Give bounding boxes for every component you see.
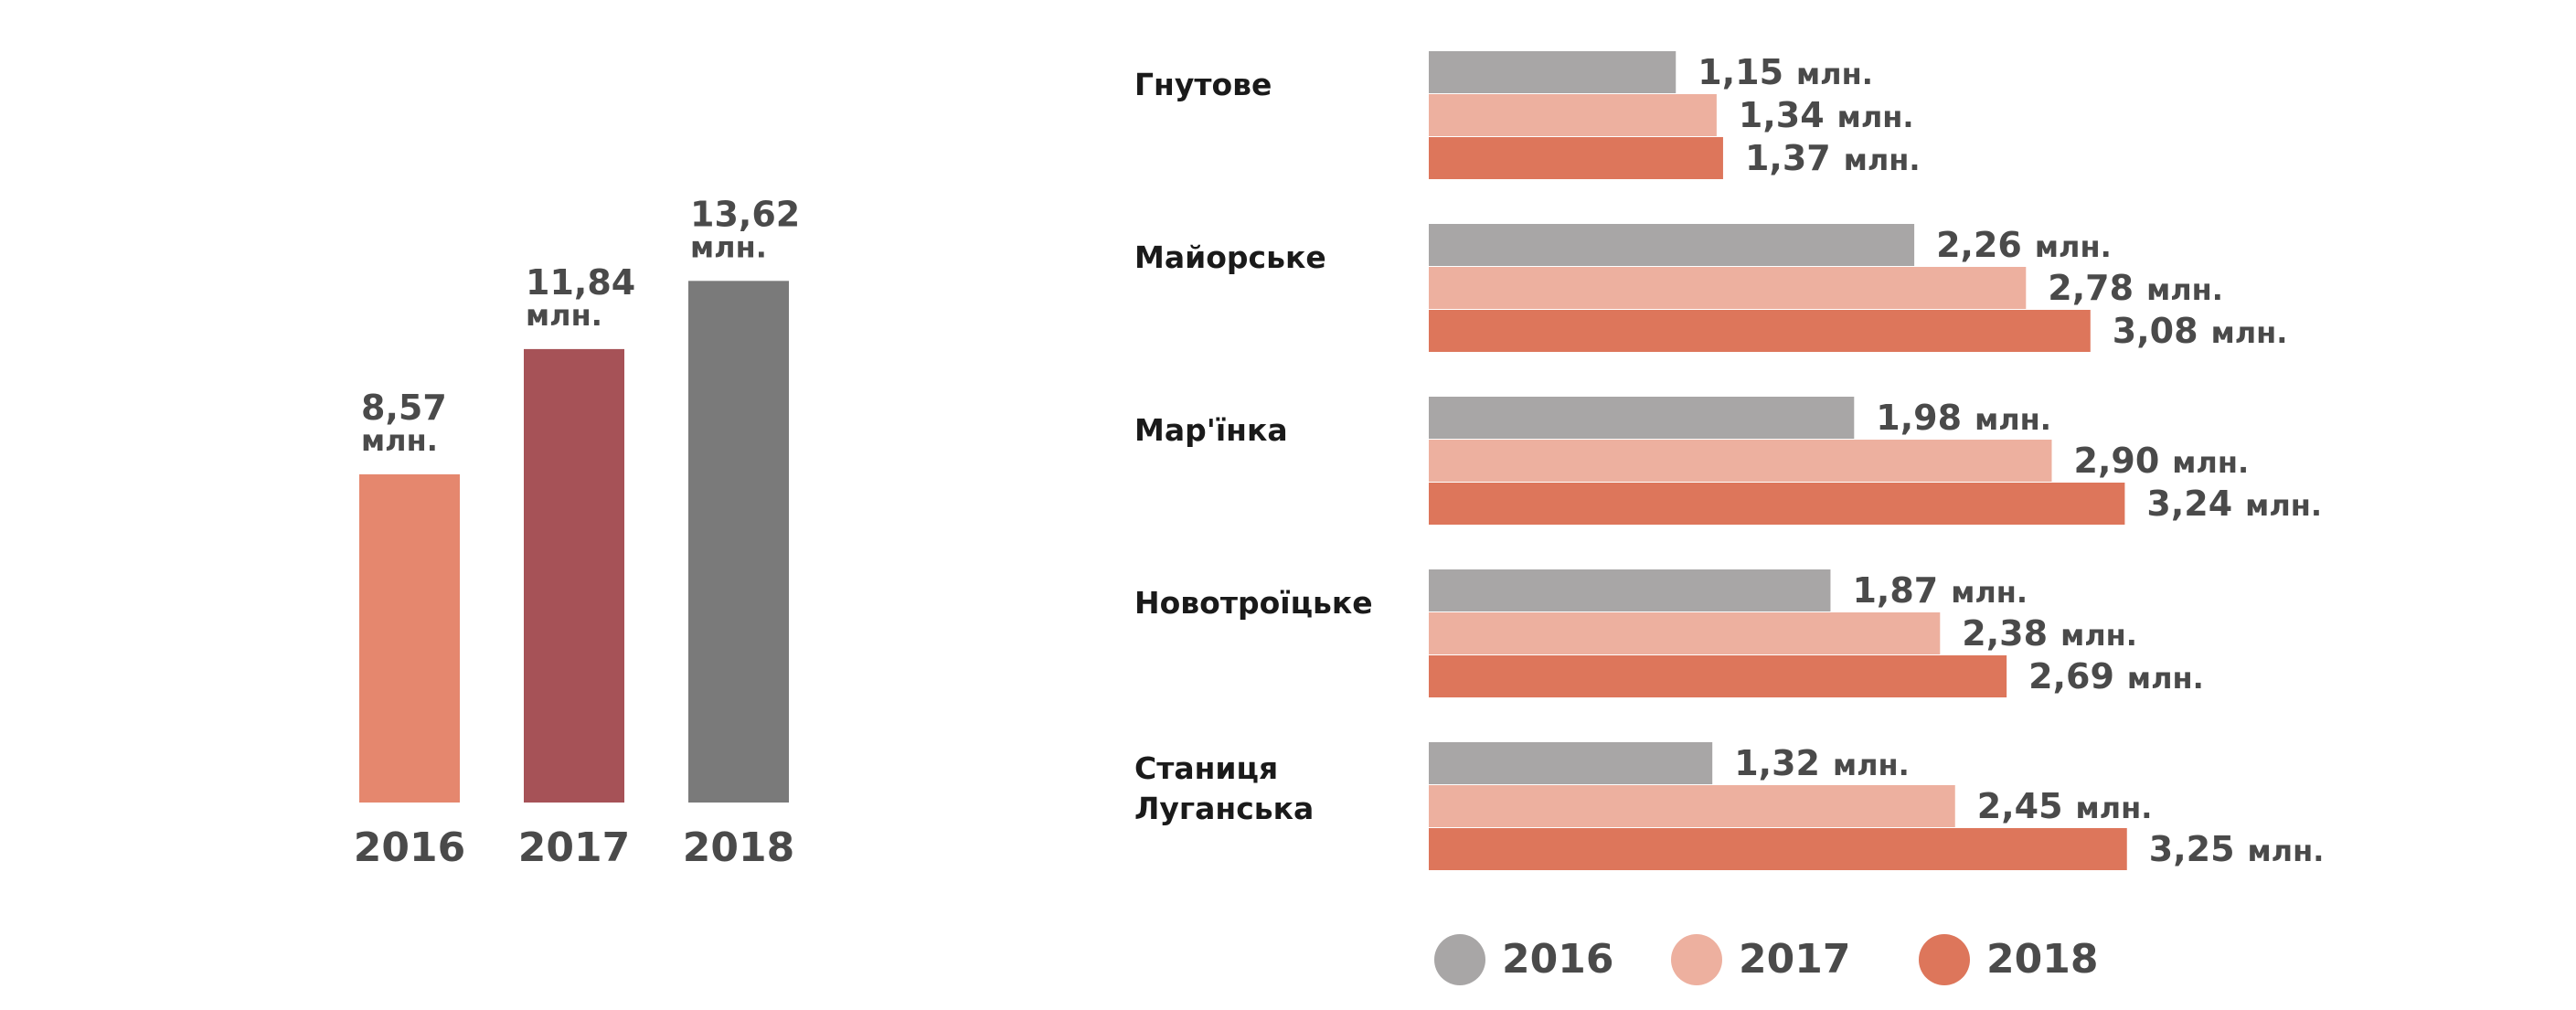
- unit-label: млн.: [2211, 315, 2288, 350]
- value-label: 1,87 млн.: [1852, 570, 2028, 611]
- x-tick-label: 2017: [518, 824, 630, 871]
- unit-label: млн.: [1796, 57, 1873, 91]
- value-label: 2,78 млн.: [2048, 268, 2223, 308]
- unit-label: млн.: [2035, 229, 2112, 264]
- value-label: 2,45 млн.: [1977, 786, 2153, 826]
- unit-label: млн.: [1951, 575, 2028, 610]
- unit-label: млн.: [1844, 143, 1921, 177]
- legend-swatch: [1671, 934, 1722, 985]
- value-label: 2,90 млн.: [2074, 441, 2250, 481]
- legend: 2016 2017 2018: [1434, 934, 2098, 985]
- unit-label: млн.: [1833, 748, 1910, 782]
- unit-label: млн.: [2146, 272, 2223, 307]
- bar-2017: [1429, 785, 1955, 827]
- unit-label: млн.: [2172, 445, 2249, 480]
- legend-swatch: [1434, 934, 1485, 985]
- value-label: 1,15 млн.: [1698, 52, 1873, 92]
- value-label: 1,32 млн.: [1734, 743, 1910, 783]
- bar-2017: [1429, 94, 1717, 136]
- unit-label: млн.: [690, 229, 767, 264]
- value-label: 2,26 млн.: [1936, 225, 2112, 265]
- value-label: 3,24 млн.: [2146, 484, 2322, 524]
- bar-2018: [1429, 483, 2125, 525]
- category-label: Новотроїцьке: [1134, 585, 1373, 621]
- value-label: 11,84: [526, 262, 635, 303]
- value-label: 3,25 млн.: [2149, 829, 2325, 869]
- unit-label: млн.: [2127, 661, 2204, 696]
- unit-label: млн.: [1975, 402, 2051, 437]
- value-label: 8,57: [361, 388, 447, 428]
- bar-2018: [1429, 655, 2007, 697]
- value-label: 1,37 млн.: [1745, 138, 1921, 178]
- value-label: 13,62: [690, 194, 800, 234]
- value-label: 3,08 млн.: [2113, 311, 2288, 351]
- value-label: 1,34 млн.: [1739, 95, 1914, 135]
- bar-2017: [524, 348, 624, 803]
- bar-2016: [1429, 742, 1713, 784]
- bar-2016: [359, 473, 460, 803]
- category-label: Луганська: [1134, 791, 1314, 826]
- settlement-bar-chart: Гнутове 1,15 млн.1,34 млн.1,37 млн. Майорське…: [1134, 51, 2324, 870]
- legend-label: 2016: [1502, 936, 1613, 983]
- category-label: Мар'їнка: [1134, 412, 1288, 448]
- bar-2018: [688, 281, 789, 803]
- unit-label: млн.: [2076, 791, 2153, 825]
- unit-label: млн.: [2248, 834, 2325, 868]
- bar-2017: [1429, 612, 1941, 654]
- bar-2018: [1429, 310, 2091, 352]
- bar-2017: [1429, 267, 2027, 309]
- value-label: 2,38 млн.: [1962, 613, 2137, 654]
- bar-2016: [1429, 397, 1855, 439]
- legend-label: 2018: [1986, 936, 2098, 983]
- unit-label: млн.: [1837, 100, 1914, 134]
- bar-2018: [1429, 137, 1723, 179]
- category-label: Майорське: [1134, 239, 1326, 275]
- unit-label: млн.: [526, 298, 602, 333]
- bar-2018: [1429, 828, 2127, 870]
- x-tick-label: 2018: [683, 824, 794, 871]
- category-label: Станиця: [1134, 750, 1278, 786]
- bar-2016: [1429, 224, 1915, 266]
- bar-2017: [1429, 440, 2052, 482]
- category-label: Гнутове: [1134, 67, 1272, 102]
- legend-label: 2017: [1739, 936, 1850, 983]
- bar-2016: [1429, 569, 1831, 611]
- unit-label: млн.: [2060, 618, 2137, 653]
- unit-label: млн.: [2245, 488, 2322, 523]
- legend-swatch: [1919, 934, 1970, 985]
- x-tick-label: 2016: [354, 824, 465, 871]
- bar-2016: [1429, 51, 1677, 93]
- unit-label: млн.: [361, 423, 438, 458]
- value-label: 1,98 млн.: [1876, 398, 2051, 438]
- value-label: 2,69 млн.: [2028, 656, 2204, 696]
